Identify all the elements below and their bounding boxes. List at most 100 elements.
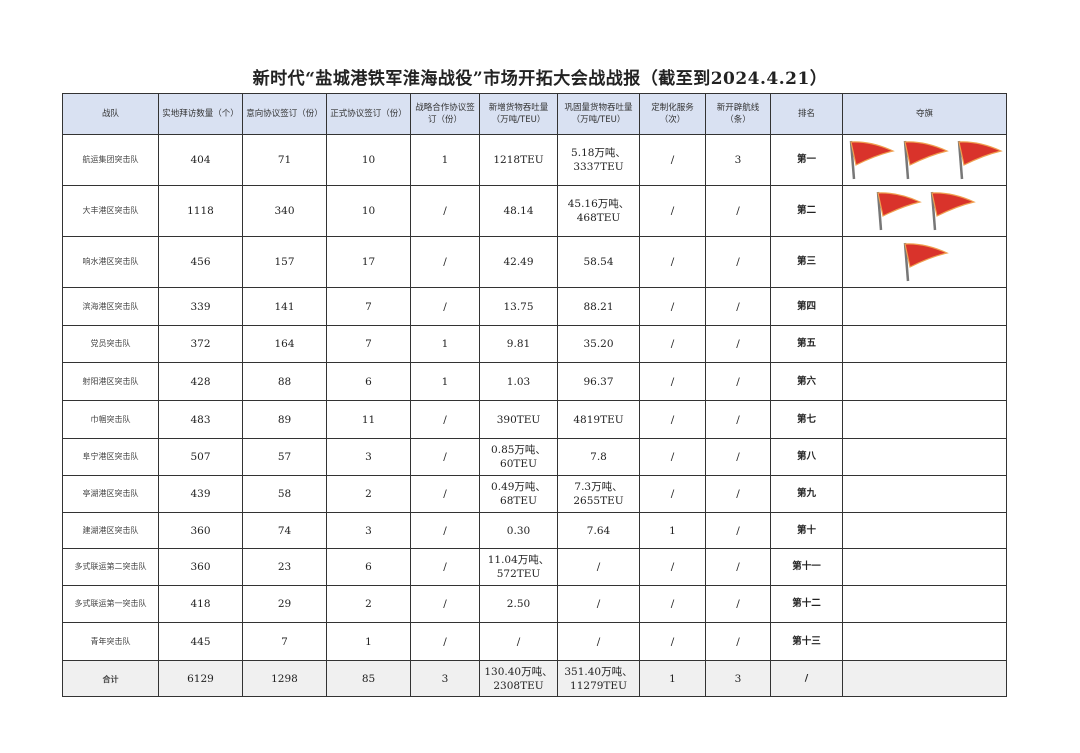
cell-intent: 141 <box>242 287 327 326</box>
cell-new-throughput: 0.30 <box>479 512 558 549</box>
cell-new-routes: 3 <box>705 134 771 186</box>
cell-formal: 11 <box>326 400 411 439</box>
cell-strategic: / <box>410 185 480 237</box>
cell-visits: 339 <box>158 287 243 326</box>
cell-intent: 58 <box>242 475 327 513</box>
cell-custom-service: 1 <box>639 512 706 549</box>
cell-intent: 71 <box>242 134 327 186</box>
cell-strategic: / <box>410 548 480 586</box>
cell-strategic: / <box>410 475 480 513</box>
header-rank: 排名 <box>770 93 843 135</box>
red-flag-icon <box>873 186 923 236</box>
table-row: 建湖港区突击队 360 74 3/0.30 7.64 1/第十 <box>62 512 1007 549</box>
cell-consolidated-throughput: 7.64 <box>557 512 640 549</box>
cell-rank: 第三 <box>770 236 843 288</box>
cell-consolidated-throughput: / <box>557 585 640 623</box>
cell-flags <box>842 660 1007 697</box>
cell-rank: 第十二 <box>770 585 843 623</box>
cell-formal: 3 <box>326 512 411 549</box>
cell-custom-service: 1 <box>639 660 706 697</box>
cell-custom-service: / <box>639 185 706 237</box>
table-row: 多式联运第二突击队 360 23 6/11.04万吨、572TEU / / / 第十一 <box>62 548 1007 586</box>
cell-flags <box>842 287 1007 326</box>
header-strategic: 战略合作协议签订（份） <box>410 93 480 135</box>
cell-visits: 404 <box>158 134 243 186</box>
cell-new-routes: / <box>705 585 771 623</box>
cell-intent: 340 <box>242 185 327 237</box>
cell-new-throughput: 2.50 <box>479 585 558 623</box>
cell-flags <box>842 362 1007 401</box>
cell-intent: 23 <box>242 548 327 586</box>
cell-new-throughput: 13.75 <box>479 287 558 326</box>
cell-custom-service: / <box>639 236 706 288</box>
cell-consolidated-throughput: / <box>557 622 640 661</box>
table-row: 阜宁港区突击队 507 57 3/0.85万吨、60TEU 7.8// 第八 <box>62 438 1007 476</box>
table-row: 响水港区突击队 456 157 17/42.49 58.54// 第三 <box>62 236 1007 288</box>
cell-intent: 74 <box>242 512 327 549</box>
cell-flags <box>842 438 1007 476</box>
cell-team: 亭湖港区突击队 <box>62 475 159 513</box>
cell-team: 合计 <box>62 660 159 697</box>
cell-new-routes: / <box>705 548 771 586</box>
cell-new-routes: / <box>705 236 771 288</box>
cell-rank: 第一 <box>770 134 843 186</box>
red-flag-icon <box>954 135 1004 185</box>
table-row: 滨海港区突击队 339 141 7/13.75 88.21// 第四 <box>62 287 1007 326</box>
cell-formal: 1 <box>326 622 411 661</box>
cell-strategic: / <box>410 585 480 623</box>
cell-team: 大丰港区突击队 <box>62 185 159 237</box>
cell-visits: 360 <box>158 548 243 586</box>
cell-consolidated-throughput: 88.21 <box>557 287 640 326</box>
cell-custom-service: / <box>639 475 706 513</box>
cell-consolidated-throughput: 5.18万吨、3337TEU <box>557 134 640 186</box>
cell-intent: 89 <box>242 400 327 439</box>
cell-flags <box>842 185 1007 237</box>
cell-rank: 第五 <box>770 325 843 363</box>
cell-strategic: / <box>410 287 480 326</box>
cell-team: 响水港区突击队 <box>62 236 159 288</box>
cell-strategic: 1 <box>410 362 480 401</box>
cell-rank: 第十 <box>770 512 843 549</box>
cell-team: 射阳港区突击队 <box>62 362 159 401</box>
cell-rank: / <box>770 660 843 697</box>
header-intent: 意向协议签订（份） <box>242 93 327 135</box>
table-row: 青年突击队 445 7 1// / / / 第十三 <box>62 622 1007 661</box>
cell-consolidated-throughput: 7.8 <box>557 438 640 476</box>
cell-new-throughput: 11.04万吨、572TEU <box>479 548 558 586</box>
header-consolidated-throughput: 巩固量货物吞吐量（万吨/TEU） <box>557 93 640 135</box>
header-new-routes: 新开辟航线（条） <box>705 93 771 135</box>
cell-intent: 7 <box>242 622 327 661</box>
cell-new-routes: 3 <box>705 660 771 697</box>
cell-strategic: 1 <box>410 325 480 363</box>
cell-new-routes: / <box>705 622 771 661</box>
cell-new-throughput: 0.85万吨、60TEU <box>479 438 558 476</box>
cell-new-throughput: 9.81 <box>479 325 558 363</box>
cell-intent: 57 <box>242 438 327 476</box>
total-row: 合计 6129 1298 85 3 130.40万吨、2308TEU 351.40万吨、11… <box>62 660 1007 697</box>
cell-team: 滨海港区突击队 <box>62 287 159 326</box>
cell-new-throughput: 48.14 <box>479 185 558 237</box>
cell-team: 多式联运第二突击队 <box>62 548 159 586</box>
cell-formal: 6 <box>326 548 411 586</box>
cell-rank: 第四 <box>770 287 843 326</box>
table-row: 射阳港区突击队 428 88 6 1 1.03 96.37// 第六 <box>62 362 1007 401</box>
cell-formal: 17 <box>326 236 411 288</box>
cell-strategic: / <box>410 438 480 476</box>
cell-custom-service: / <box>639 585 706 623</box>
cell-visits: 445 <box>158 622 243 661</box>
cell-rank: 第九 <box>770 475 843 513</box>
cell-formal: 2 <box>326 585 411 623</box>
cell-flags <box>842 548 1007 586</box>
cell-visits: 1118 <box>158 185 243 237</box>
cell-team: 青年突击队 <box>62 622 159 661</box>
cell-new-throughput: 42.49 <box>479 236 558 288</box>
report-title: 新时代“盐城港铁军淮海战役”市场开拓大会战战报（截至到2024.4.21） <box>252 69 828 89</box>
cell-visits: 456 <box>158 236 243 288</box>
cell-rank: 第二 <box>770 185 843 237</box>
cell-custom-service: / <box>639 134 706 186</box>
cell-visits: 439 <box>158 475 243 513</box>
cell-formal: 7 <box>326 325 411 363</box>
cell-formal: 6 <box>326 362 411 401</box>
header-new-throughput: 新增货物吞吐量（万吨/TEU） <box>479 93 558 135</box>
cell-new-throughput: 390TEU <box>479 400 558 439</box>
